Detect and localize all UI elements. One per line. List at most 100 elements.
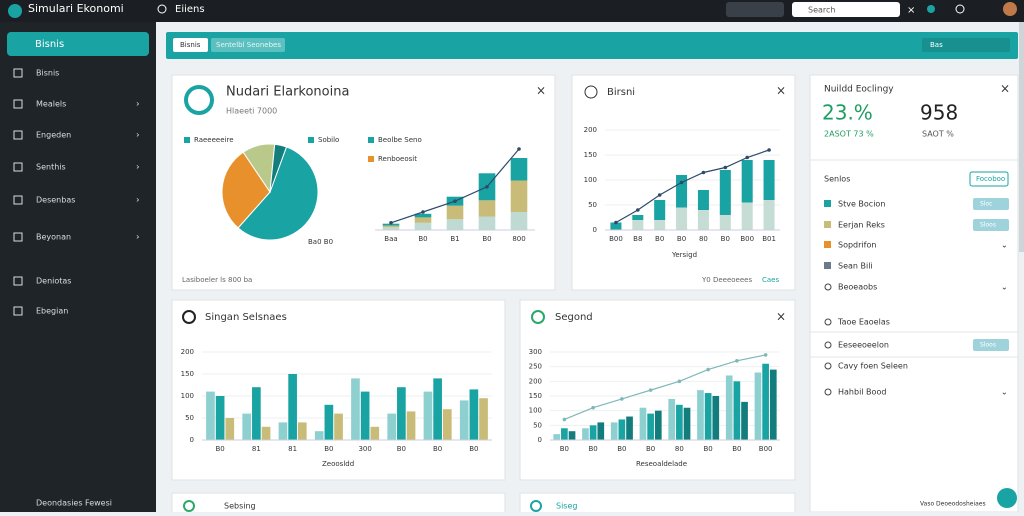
bar bbox=[261, 426, 271, 440]
line-point bbox=[421, 210, 425, 214]
icon[interactable] bbox=[927, 5, 935, 13]
x-tick-label: B0 bbox=[324, 445, 333, 453]
line-point bbox=[657, 193, 662, 197]
menu-item[interactable]: Desenbas bbox=[36, 196, 75, 205]
menu-item[interactable]: Bisnis bbox=[36, 69, 59, 78]
swatch bbox=[824, 262, 831, 269]
bar bbox=[763, 200, 775, 230]
active-item[interactable] bbox=[7, 32, 149, 56]
bar bbox=[654, 220, 666, 230]
icon bbox=[824, 362, 832, 370]
item-label[interactable]: Eeseeoeelon bbox=[838, 341, 889, 350]
btn[interactable] bbox=[973, 339, 1009, 351]
y-tick-label: 0 bbox=[538, 436, 542, 444]
bar bbox=[654, 200, 666, 220]
bar bbox=[626, 416, 633, 440]
card-subtitle: Hlaeeti 7000 bbox=[226, 107, 277, 116]
x-tick-label: 800 bbox=[512, 235, 525, 243]
item-label[interactable]: Cavy foen Seleen bbox=[838, 362, 908, 371]
menu-item[interactable]: Beyonan bbox=[36, 233, 71, 242]
item-label[interactable]: Eerjan Reks bbox=[838, 221, 885, 230]
bar bbox=[582, 428, 589, 440]
fab[interactable] bbox=[997, 488, 1017, 508]
card-title: Segond bbox=[555, 312, 593, 323]
footer-button[interactable]: Caes bbox=[762, 276, 779, 284]
btn[interactable] bbox=[969, 171, 1009, 187]
menu-item[interactable]: Mealels bbox=[36, 100, 66, 109]
bar bbox=[278, 422, 288, 440]
close[interactable]: × bbox=[776, 84, 786, 98]
bar bbox=[553, 434, 561, 440]
btn-label: Sloos bbox=[980, 222, 996, 229]
bar bbox=[697, 210, 709, 230]
btn[interactable] bbox=[173, 38, 208, 52]
bar bbox=[510, 180, 528, 212]
bar bbox=[324, 404, 334, 440]
icon[interactable] bbox=[955, 4, 965, 14]
bar bbox=[510, 212, 528, 230]
bar bbox=[206, 391, 215, 440]
bar bbox=[639, 407, 647, 440]
item-label[interactable]: Sopdrifon bbox=[838, 241, 876, 250]
pie-slice bbox=[221, 151, 271, 229]
btn[interactable] bbox=[922, 38, 1010, 52]
x-tick-label: 300 bbox=[358, 445, 371, 453]
search-box[interactable] bbox=[792, 2, 900, 17]
item-label[interactable]: Sean Bili bbox=[838, 262, 873, 271]
bar bbox=[334, 413, 343, 440]
x-tick-label: B0 bbox=[433, 445, 442, 453]
legend: Zeoosldd bbox=[322, 460, 354, 468]
line-point bbox=[745, 155, 749, 160]
menu-item[interactable]: Engeden bbox=[36, 131, 71, 140]
menu-icon bbox=[13, 276, 23, 286]
close[interactable]: × bbox=[1000, 82, 1010, 96]
close[interactable]: × bbox=[536, 84, 546, 98]
item-label[interactable]: Taoe Eaoelas bbox=[837, 318, 890, 327]
pie-note: Ba0 B0 bbox=[308, 238, 333, 246]
bar bbox=[370, 426, 380, 440]
menu-icon bbox=[13, 306, 23, 316]
search-icon[interactable] bbox=[157, 4, 167, 14]
line bbox=[615, 149, 770, 224]
bar bbox=[414, 213, 432, 218]
legend-swatch bbox=[184, 137, 190, 143]
close[interactable]: × bbox=[907, 5, 915, 16]
item-label[interactable]: Stve Bocion bbox=[838, 200, 885, 209]
legend-swatch bbox=[368, 137, 374, 143]
sidebar-footer: Deondasies Fewesi bbox=[36, 499, 112, 508]
panel-list: Stve Bocion Sloc Eerjan Reks Sloos Sopdrifon… bbox=[810, 198, 1018, 397]
bar bbox=[242, 413, 252, 440]
sidebar bbox=[0, 22, 156, 512]
bar bbox=[610, 222, 622, 230]
tab[interactable]: Eiiens bbox=[175, 4, 205, 15]
bar bbox=[314, 431, 324, 440]
bar bbox=[478, 200, 496, 217]
bar bbox=[769, 369, 777, 440]
line-point bbox=[389, 221, 393, 225]
avatar[interactable] bbox=[1003, 2, 1017, 16]
input[interactable] bbox=[726, 2, 784, 17]
y-tick-label: 50 bbox=[185, 414, 194, 422]
card-title: Birsni bbox=[607, 87, 635, 98]
line-point bbox=[679, 180, 684, 185]
bar bbox=[712, 396, 720, 440]
x-tick-label: Baa bbox=[384, 235, 397, 243]
close[interactable]: × bbox=[776, 310, 786, 324]
item-label[interactable]: Hahbil Bood bbox=[838, 388, 886, 397]
menu-item[interactable]: Senthis bbox=[36, 163, 66, 172]
btn[interactable] bbox=[973, 198, 1009, 210]
x-tick-label: B0 bbox=[469, 445, 478, 453]
x-tick-label: 81 bbox=[288, 445, 297, 453]
btn-label: Sloos bbox=[980, 342, 996, 349]
btn[interactable] bbox=[211, 38, 285, 52]
menu-item[interactable]: Deniotas bbox=[36, 277, 71, 286]
icon bbox=[530, 500, 542, 512]
line-point bbox=[453, 199, 457, 203]
btn[interactable] bbox=[973, 219, 1009, 231]
icon bbox=[531, 310, 545, 324]
item-label[interactable]: Beoeaobs bbox=[838, 283, 877, 292]
menu-icon bbox=[13, 195, 23, 205]
bar bbox=[763, 160, 775, 200]
menu-item[interactable]: Ebegian bbox=[36, 307, 68, 316]
line-point bbox=[763, 353, 768, 357]
